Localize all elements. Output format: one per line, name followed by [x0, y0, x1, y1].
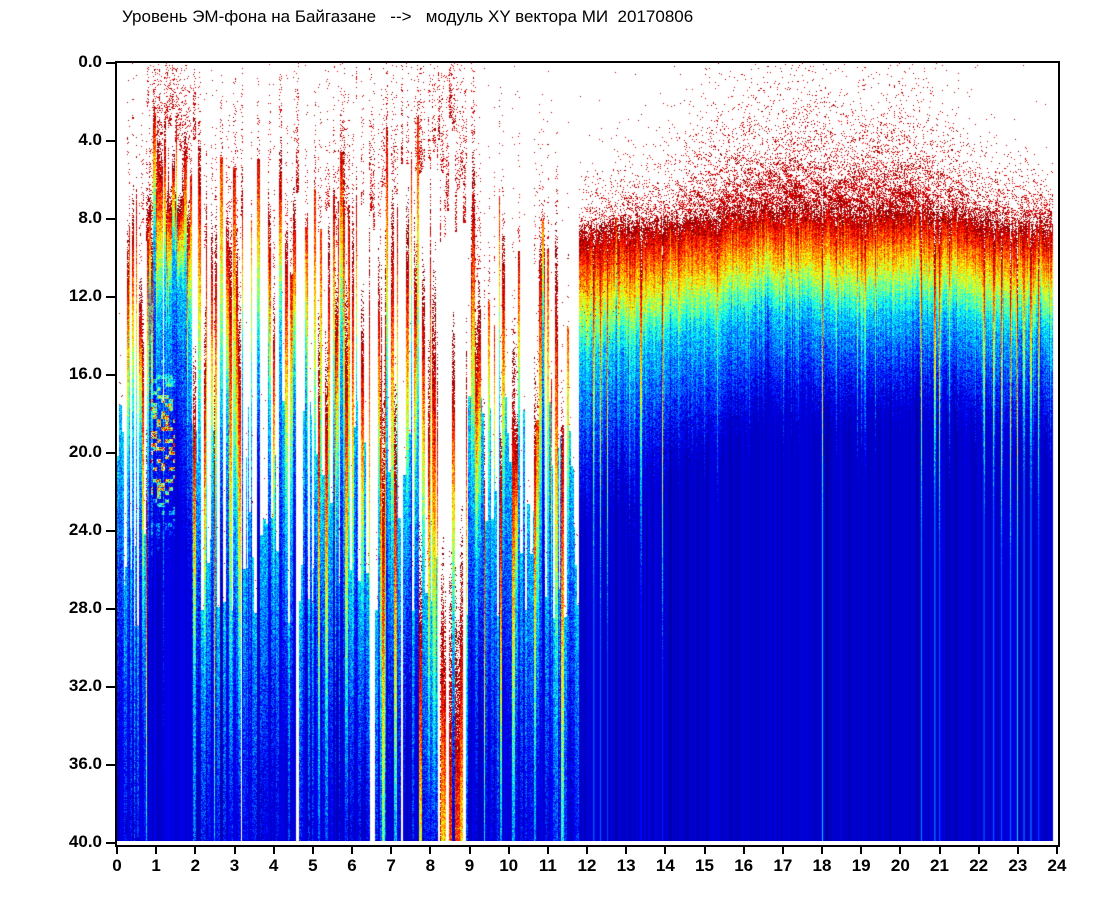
y-tick-mark: [106, 764, 115, 766]
x-tick-label: 3: [229, 856, 240, 875]
x-tick-mark: [233, 845, 236, 854]
y-tick-label: 12.0: [68, 286, 102, 305]
x-tick-mark: [155, 845, 158, 854]
x-tick-label: 4: [268, 856, 279, 875]
x-tick-label: 19: [851, 856, 871, 875]
x-tick-mark: [468, 845, 471, 854]
x-tick-mark: [311, 845, 314, 854]
x-tick-mark: [546, 845, 549, 854]
x-tick-label: 16: [734, 856, 754, 875]
x-tick-mark: [664, 845, 667, 854]
x-tick-mark: [899, 845, 902, 854]
y-tick-mark: [106, 62, 115, 64]
x-tick-label: 8: [425, 856, 436, 875]
x-tick-label: 15: [695, 856, 714, 875]
x-tick-mark: [1056, 845, 1058, 854]
x-tick-mark: [977, 845, 980, 854]
x-tick-mark: [586, 845, 588, 854]
spectrogram-canvas: [117, 63, 1058, 841]
x-tick-label: 9: [464, 856, 475, 875]
y-tick-label: 20.0: [68, 442, 102, 461]
y-tick-mark: [106, 530, 115, 532]
x-tick-label: 2: [190, 856, 201, 875]
y-tick-mark: [106, 374, 115, 376]
y-tick-label: 16.0: [68, 364, 102, 383]
x-tick-label: 11: [538, 856, 557, 875]
y-tick-mark: [106, 842, 115, 844]
y-tick-label: 28.0: [68, 598, 102, 617]
y-tick-mark: [106, 296, 115, 298]
x-tick-mark: [860, 845, 863, 854]
x-tick-mark: [429, 845, 432, 854]
x-tick-mark: [1016, 845, 1019, 854]
y-tick-label: 24.0: [68, 520, 102, 539]
x-tick-label: 21: [930, 856, 949, 875]
x-tick-mark: [351, 845, 353, 854]
x-tick-label: 22: [969, 856, 989, 875]
x-tick-label: 1: [151, 856, 161, 875]
x-tick-label: 7: [386, 856, 396, 875]
x-tick-mark: [507, 845, 510, 854]
x-tick-label: 5: [308, 856, 318, 875]
x-tick-label: 18: [812, 856, 832, 875]
y-tick-label: 0.0: [78, 52, 102, 71]
x-tick-label: 6: [347, 856, 357, 875]
y-tick-mark: [106, 140, 115, 142]
x-tick-mark: [703, 845, 706, 854]
x-tick-label: 10: [499, 856, 519, 875]
y-tick-mark: [106, 218, 115, 220]
y-tick-label: 4.0: [78, 130, 102, 149]
y-tick-mark: [106, 608, 115, 610]
y-tick-mark: [106, 452, 115, 454]
x-tick-label: 20: [890, 856, 910, 875]
x-tick-label: 23: [1008, 856, 1028, 875]
y-tick-mark: [106, 686, 115, 688]
y-tick-label: 32.0: [68, 676, 102, 695]
x-tick-label: 24: [1047, 856, 1067, 875]
x-tick-mark: [938, 845, 941, 854]
y-tick-label: 36.0: [68, 754, 102, 773]
x-tick-label: 14: [655, 856, 675, 875]
x-tick-mark: [625, 845, 628, 854]
x-tick-mark: [821, 845, 823, 854]
x-tick-label: 12: [577, 856, 597, 875]
x-tick-label: 0: [112, 856, 122, 875]
chart-title: Уровень ЭМ-фона на Байгазане --> модуль …: [122, 7, 694, 26]
x-tick-mark: [116, 845, 118, 854]
x-tick-mark: [272, 845, 275, 854]
plot-area: [115, 61, 1060, 847]
x-tick-mark: [742, 845, 745, 854]
x-tick-mark: [781, 845, 784, 854]
x-tick-label: 13: [616, 856, 636, 875]
x-tick-label: 17: [773, 856, 793, 875]
y-tick-label: 40.0: [68, 832, 102, 851]
x-tick-mark: [194, 845, 197, 854]
y-tick-label: 8.0: [78, 208, 102, 227]
x-tick-mark: [390, 845, 393, 854]
